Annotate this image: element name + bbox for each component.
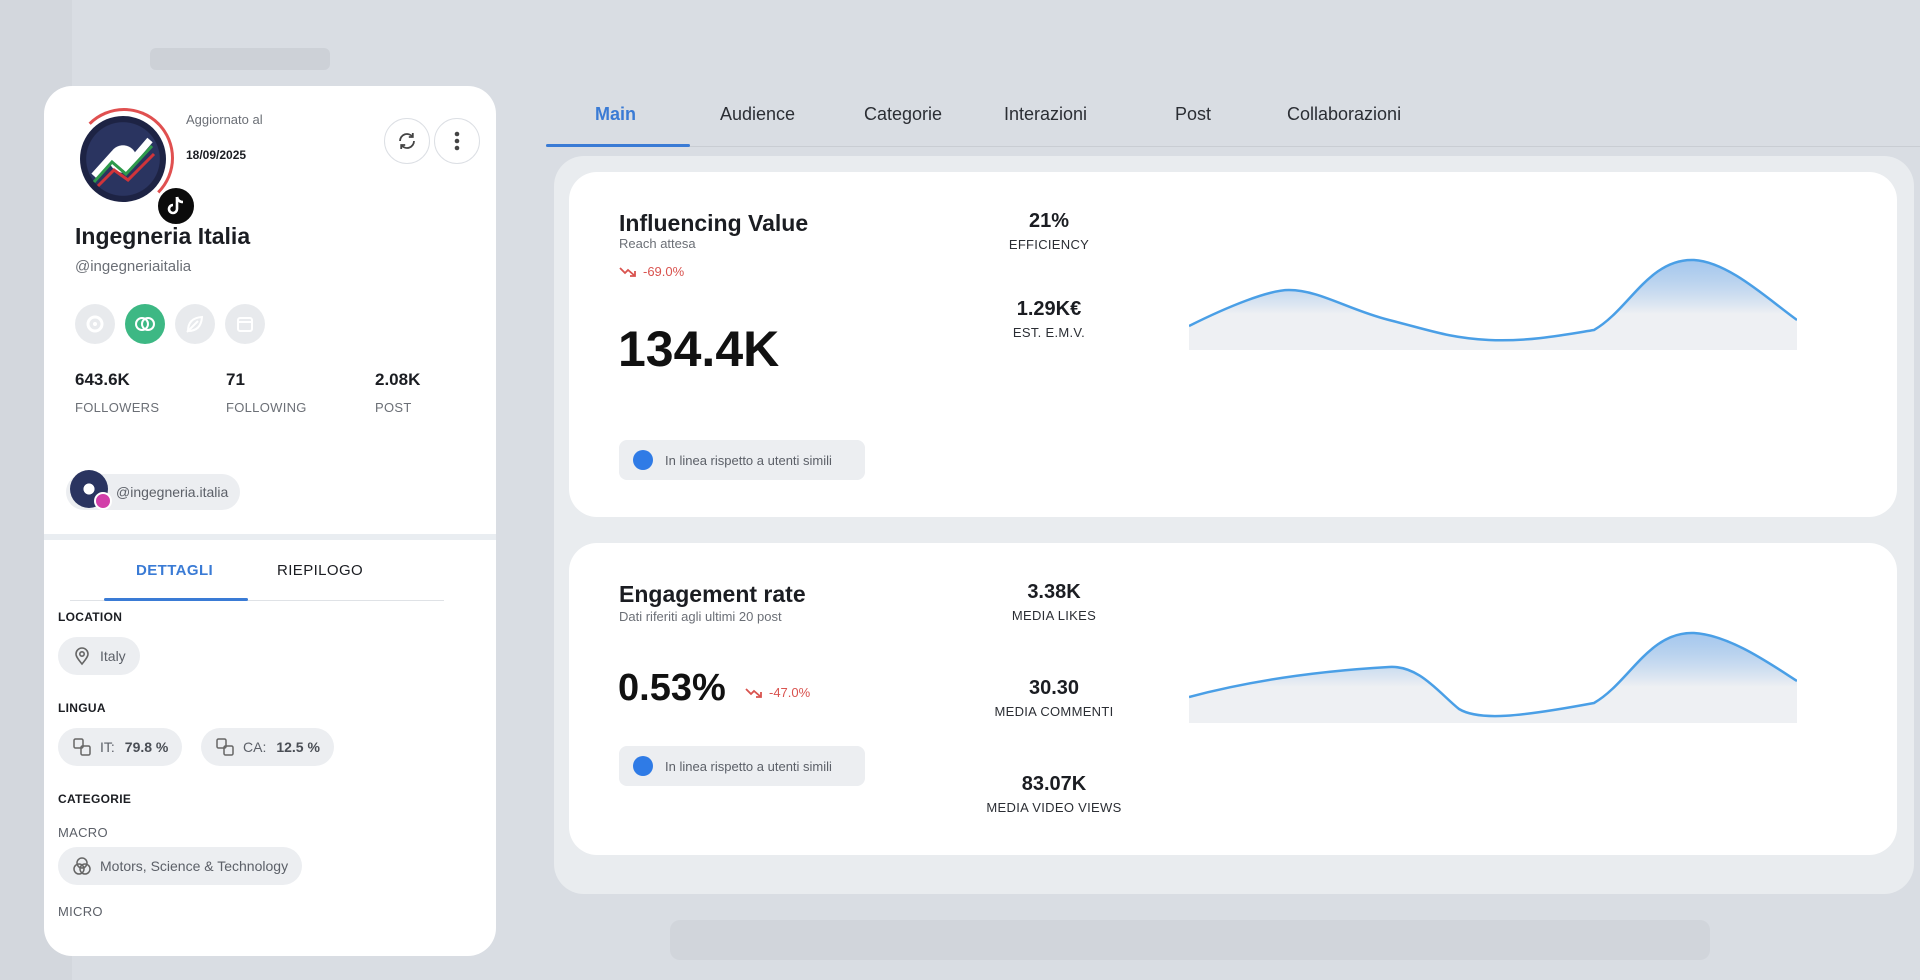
calendar-icon[interactable] [225, 304, 265, 344]
categories-icon [73, 857, 91, 875]
language-value: 79.8 % [124, 739, 169, 755]
kpi-label: MEDIA COMMENTI [994, 704, 1114, 719]
kpi-value: 30.30 [1028, 677, 1080, 699]
macro-category-value: Motors, Science & Technology [100, 858, 289, 874]
card-subtitle: Dati riferiti agli ultimi 20 post [619, 609, 782, 624]
more-vertical-icon [454, 131, 460, 151]
trend-value: -69.0% [643, 264, 685, 279]
engagement-value: 0.53% [618, 667, 726, 709]
background-row [670, 920, 1710, 960]
card-divider [44, 534, 496, 540]
background-title [150, 48, 330, 70]
tab-riepilogo[interactable]: RIEPILOGO [277, 562, 364, 579]
kpi-label: EFFICIENCY [1008, 237, 1090, 252]
kpi-value: 83.07K [1021, 773, 1087, 795]
translate-icon [216, 738, 234, 756]
kpi-value: 21% [1028, 210, 1070, 232]
refresh-button[interactable] [384, 118, 430, 164]
followers-label: FOLLOWERS [75, 400, 160, 415]
updated-label: Aggiornato al [186, 112, 263, 127]
tab-categorie[interactable]: Categorie [864, 104, 943, 124]
tabs-baseline [70, 600, 444, 601]
kpi-value: 1.29K€ [1016, 298, 1082, 320]
profile-name: Ingegneria Italia [75, 223, 251, 249]
macro-label: MACRO [58, 825, 108, 840]
avatar-image [80, 116, 166, 202]
trend-value: -47.0% [769, 685, 811, 700]
followers-value: 643.6K [75, 370, 130, 389]
tab-main[interactable]: Main [595, 104, 637, 124]
similar-users-pill: In linea rispetto a utenti simili [619, 440, 865, 480]
post-label: POST [375, 400, 412, 415]
following-label: FOLLOWING [226, 400, 307, 415]
linked-account-chip[interactable]: @ingegneria.italia [66, 470, 241, 510]
language-code: IT: [100, 739, 115, 755]
kpi-label: EST. E.M.V. [1012, 325, 1086, 340]
instagram-icon [94, 492, 112, 510]
media-likes-kpi: 3.38K MEDIA LIKES [969, 581, 1139, 623]
efficiency-kpi: 21% EFFICIENCY [994, 210, 1104, 252]
tab-collaborazioni[interactable]: Collaborazioni [1287, 104, 1402, 124]
categorie-title: CATEGORIE [58, 792, 132, 806]
pill-text: In linea rispetto a utenti simili [665, 758, 832, 774]
status-dot [633, 450, 653, 470]
kpi-label: MEDIA VIDEO VIEWS [986, 800, 1122, 815]
engagement-trend-chart [1189, 631, 1797, 723]
macro-category-chip: Motors, Science & Technology [58, 847, 303, 885]
similar-users-pill: In linea rispetto a utenti simili [619, 746, 865, 786]
location-title: LOCATION [58, 610, 123, 624]
location-pin-icon [75, 647, 89, 666]
profile-card: Aggiornato al 18/09/2025 Ingegneria Ital… [44, 86, 496, 956]
tiktok-icon [156, 186, 196, 226]
language-value: 12.5 % [276, 739, 320, 755]
card-title: Influencing Value [619, 210, 809, 236]
more-options-button[interactable] [434, 118, 480, 164]
influencing-trend-chart [1189, 258, 1797, 350]
updated-date: 18/09/2025 [186, 148, 247, 162]
post-value: 2.08K [375, 370, 421, 389]
location-chip: Italy [58, 637, 140, 675]
trend-indicator: -69.0% [619, 264, 684, 279]
active-tab-indicator [546, 144, 690, 147]
chart-series-line [1189, 631, 1797, 718]
influencing-value: 134.4K [618, 321, 780, 377]
trend-indicator: -47.0% [745, 685, 810, 700]
media-commenti-kpi: 30.30 MEDIA COMMENTI [969, 677, 1139, 719]
collaboration-icon[interactable] [125, 304, 165, 344]
influencing-value-card: Influencing Value Reach attesa -69.0% 13… [569, 172, 1897, 517]
target-icon[interactable] [75, 304, 115, 344]
lingua-title: LINGUA [58, 701, 106, 715]
trend-down-icon [745, 687, 762, 698]
pill-text: In linea rispetto a utenti simili [665, 452, 832, 468]
language-chip-it: IT: 79.8 % [58, 728, 183, 766]
translate-icon [73, 738, 91, 756]
tab-interazioni[interactable]: Interazioni [1004, 104, 1088, 124]
following-value: 71 [226, 370, 245, 389]
refresh-icon [399, 133, 415, 149]
linked-account-handle: @ingegneria.italia [116, 484, 229, 500]
language-chip-ca: CA: 12.5 % [201, 728, 334, 766]
avatar-progress-ring [74, 108, 174, 208]
tab-post[interactable]: Post [1175, 104, 1212, 124]
media-video-views-kpi: 83.07K MEDIA VIDEO VIEWS [969, 773, 1139, 815]
card-title: Engagement rate [619, 581, 806, 607]
leaf-icon[interactable] [175, 304, 215, 344]
tabs-baseline [546, 146, 1920, 147]
emv-kpi: 1.29K€ EST. E.M.V. [994, 298, 1104, 340]
trend-down-icon [619, 266, 636, 277]
chart-series-line [1189, 258, 1797, 342]
active-tab-indicator [104, 598, 248, 601]
language-code: CA: [243, 739, 267, 755]
kpi-value: 3.38K [1027, 581, 1081, 603]
location-value: Italy [100, 648, 126, 664]
profile-handle: @ingegneriaitalia [75, 258, 192, 275]
card-subtitle: Reach attesa [619, 236, 696, 251]
engagement-rate-card: Engagement rate Dati riferiti agli ultim… [569, 543, 1897, 855]
micro-label: MICRO [58, 904, 103, 919]
tab-dettagli[interactable]: DETTAGLI [136, 562, 214, 579]
kpi-label: MEDIA LIKES [1011, 608, 1097, 623]
tab-audience[interactable]: Audience [720, 104, 796, 124]
status-dot [633, 756, 653, 776]
profile-avatar [74, 108, 196, 226]
